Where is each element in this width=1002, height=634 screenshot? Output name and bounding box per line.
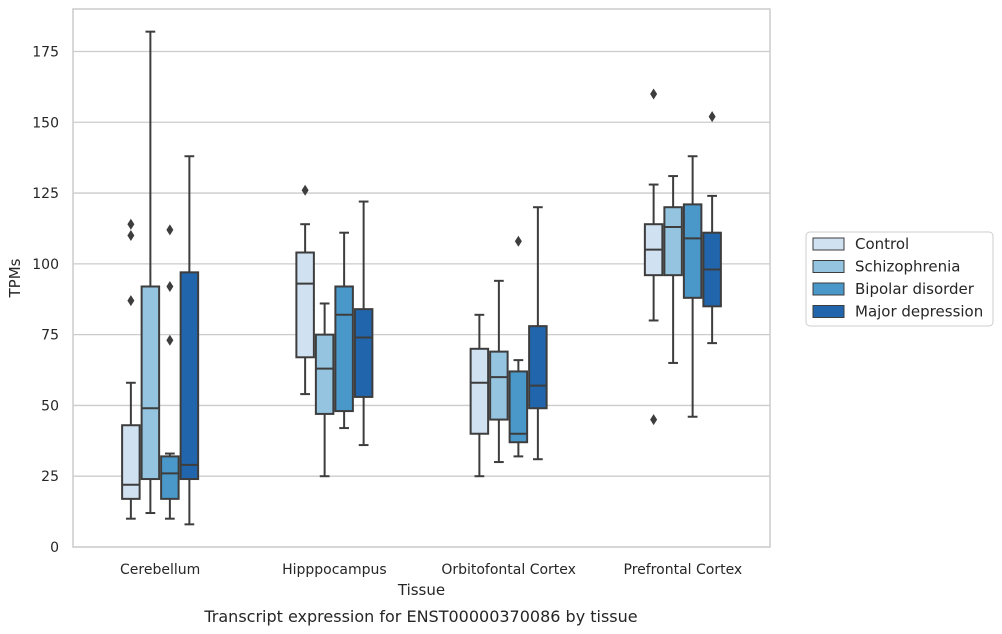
x-tick-label: Hipppocampus	[282, 562, 387, 578]
y-axis-label: TPMs	[6, 258, 24, 298]
box-3-1	[663, 175, 683, 364]
outlier-point	[166, 280, 174, 292]
box-0-1	[140, 30, 161, 515]
outlier-point	[650, 88, 658, 100]
y-tick-label: 0	[50, 540, 59, 556]
box-2-3	[528, 206, 548, 461]
legend-label: Bipolar disorder	[855, 280, 975, 298]
outlier-point	[127, 230, 135, 242]
box-3-3	[702, 111, 722, 345]
x-axis-label: Tissue	[397, 581, 445, 599]
box-body	[121, 424, 141, 500]
box-body	[508, 370, 529, 444]
box-body	[353, 308, 374, 398]
box-body	[314, 333, 335, 415]
box-1-1	[314, 302, 335, 478]
x-tick-label: Prefrontal Cortex	[624, 562, 743, 578]
outlier-point	[166, 224, 174, 236]
box-body	[489, 350, 509, 421]
box-1-2	[334, 231, 354, 430]
box-3-0	[643, 88, 664, 426]
box-body	[160, 455, 180, 500]
x-tick-label: Cerebellum	[120, 562, 200, 578]
outlier-point	[708, 111, 716, 123]
box-0-2	[160, 224, 180, 520]
box-2-1	[489, 279, 509, 464]
box-body	[469, 347, 490, 435]
x-tick-label: Orbitofontal Cortex	[441, 562, 576, 578]
box-1-3	[353, 200, 374, 447]
y-tick-label: 175	[32, 44, 59, 60]
legend-swatch	[812, 237, 845, 251]
legend-label: Schizophrenia	[855, 258, 960, 276]
y-axis-ticks: 0 25 50 75 100 125 150 175	[32, 44, 59, 556]
y-tick-label: 125	[32, 186, 59, 202]
legend-label: Major depression	[855, 303, 983, 321]
box-1-0	[295, 184, 315, 396]
y-tick-label: 50	[41, 398, 59, 414]
legend-frame	[805, 231, 994, 327]
outlier-point	[650, 414, 658, 426]
box-body	[295, 251, 315, 359]
box-body	[179, 271, 200, 481]
box-0-3	[179, 155, 200, 526]
legend-swatch	[812, 282, 845, 296]
legend: Control Schizophrenia Bipolar disorder Majo…	[805, 231, 994, 327]
y-tick-label: 150	[32, 115, 59, 131]
y-tick-label: 100	[32, 257, 59, 273]
outlier-point	[514, 235, 522, 247]
box-body	[528, 325, 548, 410]
outlier-point	[166, 334, 174, 346]
legend-swatch	[812, 260, 845, 273]
box-2-2	[508, 235, 529, 458]
legend-label: Control	[855, 235, 909, 253]
x-axis-ticks: Cerebellum Hipppocampus Orbitofontal Corte…	[120, 562, 742, 578]
box-body	[140, 285, 161, 481]
y-tick-label: 75	[41, 328, 59, 344]
outlier-point	[127, 218, 135, 230]
outlier-point	[301, 184, 309, 196]
box-3-2	[682, 155, 703, 418]
box-2-0	[469, 313, 490, 478]
box-series	[121, 30, 722, 526]
box-0-0	[121, 218, 141, 520]
box-body	[334, 285, 354, 413]
legend-swatch	[812, 305, 845, 318]
chart-caption: Transcript expression for ENST0000037008…	[203, 607, 637, 626]
plot-area-frame	[72, 8, 771, 548]
box-body	[682, 203, 703, 299]
outlier-point	[127, 295, 135, 307]
box-body	[663, 206, 683, 277]
y-tick-label: 25	[41, 469, 59, 485]
